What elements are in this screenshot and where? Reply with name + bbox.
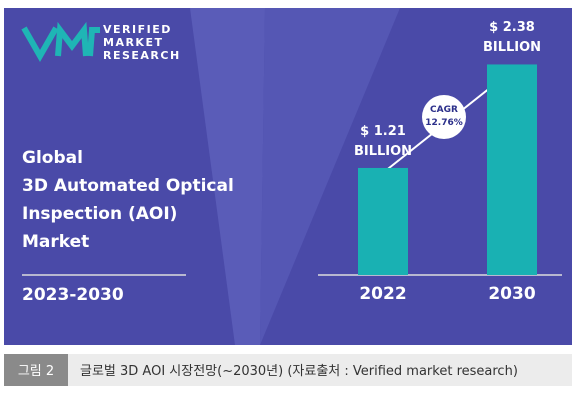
caption-label: 그림 2: [18, 364, 54, 379]
logo-mark: [21, 21, 100, 63]
logo-line: RESEARCH: [103, 49, 181, 62]
cagr-title: CAGR: [430, 105, 458, 115]
logo-line: VERIFIED: [103, 23, 172, 36]
x-tick-label: 2022: [359, 284, 406, 304]
bar: [487, 64, 537, 275]
period: 2023-2030: [22, 285, 124, 305]
caption-bg: [68, 354, 572, 386]
headline-line: Global: [22, 148, 83, 168]
headline-line: Inspection (AOI): [22, 204, 178, 224]
bar: [358, 167, 408, 275]
logo-line: MARKET: [103, 36, 164, 49]
value-label: $ 1.21 BILLION: [353, 123, 413, 159]
logo-text: VERIFIED MARKET RESEARCH: [103, 23, 181, 62]
x-tick-label: 2030: [488, 284, 535, 304]
v-shape: [260, 8, 400, 345]
headline: Global 3D Automated Optical Inspection (…: [22, 144, 234, 256]
v-shape: [190, 8, 265, 345]
caption-label-bg: [4, 354, 68, 386]
value-label: $ 2.38 BILLION: [482, 20, 542, 56]
caption-text: 글로벌 3D AOI 시장전망(~2030년) (자료출처 : Verified…: [80, 364, 518, 379]
headline-line: 3D Automated Optical: [22, 176, 234, 196]
cagr-value: 12.76%: [425, 118, 463, 128]
cagr-circle: [422, 95, 466, 139]
headline-line: Market: [22, 232, 90, 252]
